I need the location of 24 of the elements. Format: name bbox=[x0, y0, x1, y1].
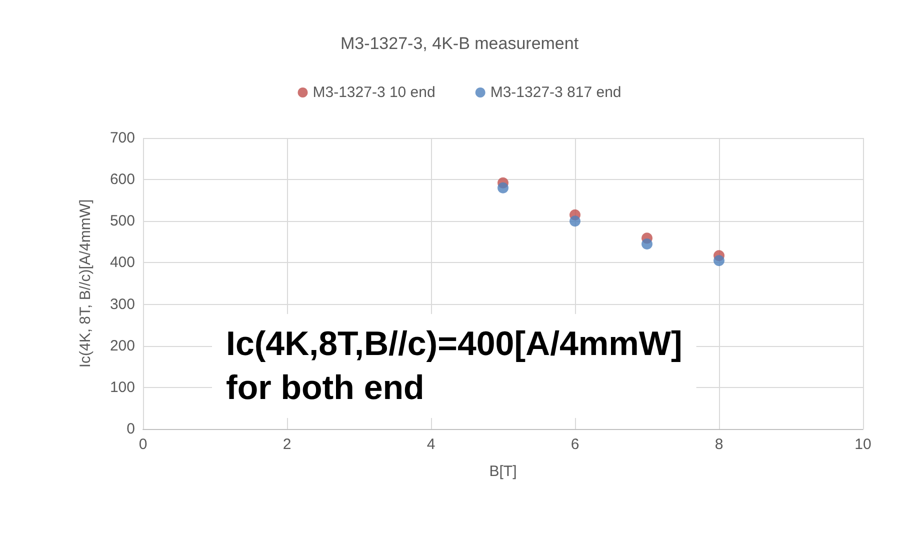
legend-label: M3-1327-3 817 end bbox=[490, 84, 622, 101]
y-tick-label: 500 bbox=[110, 212, 135, 230]
y-axis-title: Ic(4K, 8T, B//c)[A/4mmW] bbox=[77, 199, 94, 368]
x-axis-title: B[T] bbox=[489, 463, 517, 480]
point bbox=[642, 238, 652, 250]
x-tick-label: 6 bbox=[570, 436, 580, 453]
point bbox=[570, 216, 580, 227]
legend-label: M3-1327-3 10 end bbox=[312, 84, 436, 101]
y-tick-label: 300 bbox=[110, 296, 135, 313]
x-tick-label: 0 bbox=[138, 436, 148, 453]
point bbox=[498, 182, 508, 194]
y-tick-label: 200 bbox=[110, 337, 135, 354]
y-tick-label: 100 bbox=[110, 378, 135, 396]
y-tick-label: 0 bbox=[126, 420, 135, 438]
point bbox=[714, 255, 724, 266]
x-tick-label: 8 bbox=[714, 436, 724, 453]
x-tick-label: 2 bbox=[282, 436, 292, 453]
y-tick-label: 600 bbox=[110, 171, 135, 188]
x-tick-label: 10 bbox=[854, 436, 872, 453]
y-tick-label: 400 bbox=[110, 254, 135, 272]
annotation: Ic(4K,8T,B//c)=400[A/4mmW] for both end bbox=[226, 325, 682, 407]
x-tick-label: 4 bbox=[426, 436, 436, 453]
y-tick-label: 700 bbox=[110, 130, 135, 146]
chart-title: M3-1327-3, 4K-B measurement bbox=[340, 34, 579, 53]
